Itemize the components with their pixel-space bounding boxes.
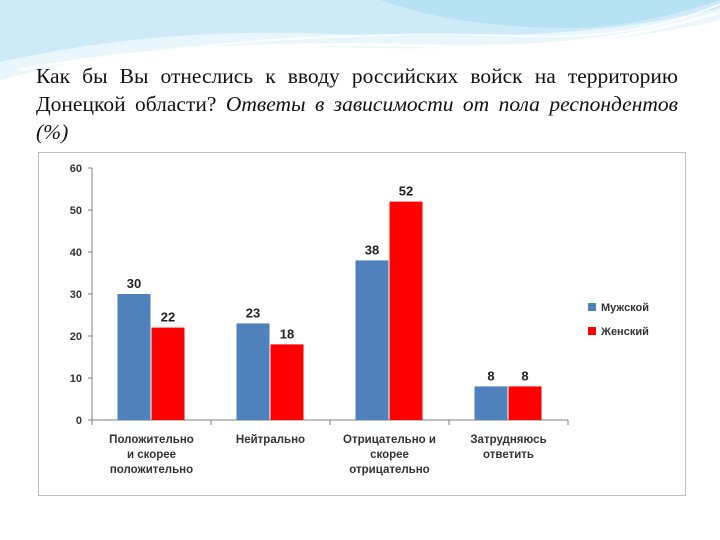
bar-female (151, 327, 185, 420)
data-label: 22 (161, 310, 175, 325)
bar-chart: 0 10 20 30 40 50 60 30 22 Положительно и скорее пол… (38, 152, 686, 496)
legend-swatch-female (588, 327, 596, 335)
category-label: Затрудняюсь (470, 434, 546, 446)
category-label: Положительно (109, 434, 194, 446)
bar-female (270, 344, 304, 420)
slide-title: Как бы Вы отнеслись к вводу российских в… (36, 62, 678, 146)
y-tick-label: 40 (70, 247, 82, 259)
category-label: отрицательно (349, 464, 429, 476)
bar-male (117, 294, 151, 420)
decorative-wave-accent (380, 0, 720, 29)
y-tick-label: 30 (70, 289, 82, 301)
data-label: 38 (365, 242, 379, 257)
data-label: 8 (487, 368, 494, 383)
data-label: 52 (399, 184, 413, 199)
bar-male (236, 323, 270, 420)
bar-female (389, 201, 423, 420)
category-label: и скорее (127, 449, 176, 461)
slide-title-subtitle: Ответы в зависимости от пола респонденто… (36, 92, 678, 144)
y-tick-label: 20 (70, 331, 82, 343)
legend-swatch-male (588, 303, 596, 311)
decorative-wave-line-2 (119, 3, 720, 57)
bar-male (474, 386, 508, 420)
data-label: 23 (246, 305, 260, 320)
legend-label: Женский (600, 326, 649, 338)
y-tick-label: 10 (70, 373, 82, 385)
data-label: 30 (127, 276, 141, 291)
data-label: 8 (521, 368, 528, 383)
slide-title-main: Как бы Вы отнеслись к вводу российских в… (36, 64, 678, 116)
category-label: ответить (483, 449, 534, 461)
category-label: скорее (370, 449, 409, 461)
bar-female (508, 386, 542, 420)
data-label: 18 (280, 326, 294, 341)
bar-male (355, 260, 389, 420)
legend-label: Мужской (601, 302, 649, 314)
y-tick-label: 50 (70, 205, 82, 217)
y-tick-label: 60 (70, 163, 82, 175)
y-tick-label: 0 (76, 415, 82, 427)
category-label: Отрицательно и (343, 434, 436, 446)
category-label: Нейтрально (236, 434, 305, 446)
category-label: положительно (110, 464, 193, 476)
